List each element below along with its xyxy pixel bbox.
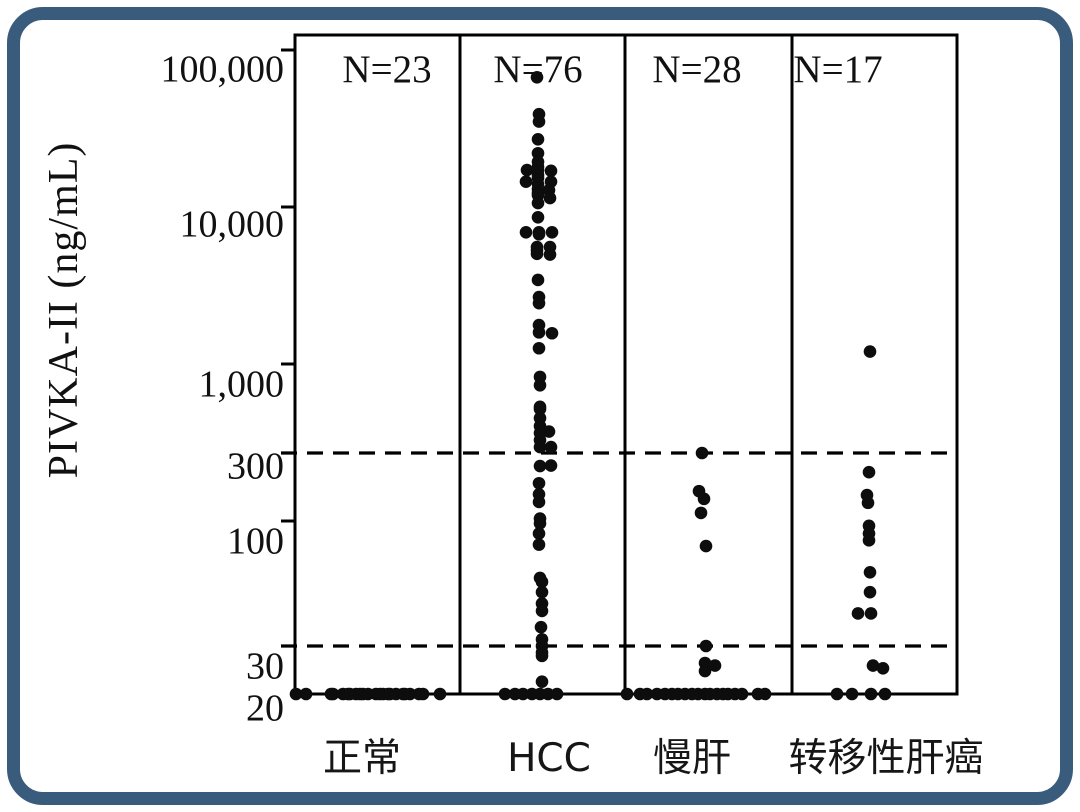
data-point [433, 687, 447, 701]
group-label-1: 正常 [323, 736, 401, 781]
data-point [863, 585, 877, 599]
y-tick-label-300: 300 [227, 446, 284, 488]
data-point [533, 459, 547, 473]
group-label-3: 慢肝 [653, 736, 731, 781]
data-point [861, 496, 875, 510]
data-point [326, 687, 340, 701]
data-point [545, 226, 559, 239]
data-point [531, 210, 545, 224]
data-point [530, 71, 544, 84]
data-point [416, 687, 430, 701]
data-point [532, 115, 546, 128]
group-n-label-1: N=23 [342, 48, 431, 91]
data-point [533, 378, 547, 392]
data-point [519, 226, 533, 239]
data-point [699, 539, 713, 553]
data-point [697, 492, 711, 506]
data-point [863, 345, 877, 358]
data-point [535, 604, 549, 618]
data-point [498, 687, 512, 701]
data-point [758, 687, 772, 701]
data-point [541, 687, 555, 701]
data-point [530, 247, 544, 261]
data-point [531, 196, 545, 210]
data-point [640, 687, 654, 701]
y-tick-label-100: 100 [227, 521, 284, 563]
data-point [620, 687, 634, 701]
data-point [735, 687, 749, 701]
data-point [544, 459, 558, 472]
y-axis-title: PIVKA-II (ng/mL) [41, 141, 87, 479]
data-point [876, 661, 890, 675]
data-point [531, 160, 545, 174]
data-point [532, 341, 546, 355]
data-point [533, 517, 547, 530]
data-point [864, 607, 878, 620]
group-n-label-3: N=28 [652, 48, 741, 91]
data-point [532, 476, 546, 490]
data-point [845, 687, 859, 701]
data-point [520, 163, 534, 177]
group-label-4: 转移性肝癌 [788, 736, 983, 781]
data-point [299, 687, 313, 701]
data-point [533, 402, 547, 416]
data-point [532, 527, 546, 540]
data-point [695, 446, 709, 460]
data-point [864, 687, 878, 701]
data-point [519, 175, 533, 188]
y-tick-label-10000: 10,000 [180, 204, 285, 246]
data-point [862, 534, 876, 547]
data-point [532, 495, 546, 509]
data-point [532, 538, 546, 551]
data-point [699, 639, 713, 653]
data-point [532, 228, 546, 241]
y-tick-label-1000: 1,000 [199, 364, 285, 406]
data-point [531, 273, 545, 287]
data-point [544, 440, 558, 454]
data-point [862, 465, 876, 479]
data-point [544, 164, 558, 178]
data-point [535, 675, 549, 688]
y-tick-label-20: 20 [246, 688, 284, 730]
data-point [708, 659, 722, 672]
data-point [550, 687, 564, 701]
data-point [878, 687, 892, 701]
data-point [698, 664, 712, 678]
data-point [531, 132, 545, 146]
data-point [535, 649, 549, 663]
y-tick-label-30: 30 [246, 646, 284, 688]
data-point [830, 687, 844, 701]
data-point [863, 565, 877, 579]
data-point [516, 687, 530, 701]
data-point [543, 191, 557, 205]
data-point [543, 248, 557, 261]
data-point [403, 687, 417, 701]
group-n-label-2: N=76 [493, 48, 582, 91]
data-point [535, 575, 549, 589]
group-n-label-4: N=17 [793, 48, 882, 91]
data-point [851, 607, 865, 620]
data-point [532, 296, 546, 310]
y-tick-label-100000: 100,000 [161, 49, 285, 91]
group-label-2: HCC [507, 736, 591, 781]
data-point [534, 620, 548, 634]
data-point [533, 440, 547, 454]
data-point [866, 659, 880, 672]
data-point [535, 585, 549, 599]
data-point [532, 326, 546, 339]
data-point [694, 506, 708, 520]
data-point [289, 687, 303, 701]
data-point [545, 326, 559, 340]
